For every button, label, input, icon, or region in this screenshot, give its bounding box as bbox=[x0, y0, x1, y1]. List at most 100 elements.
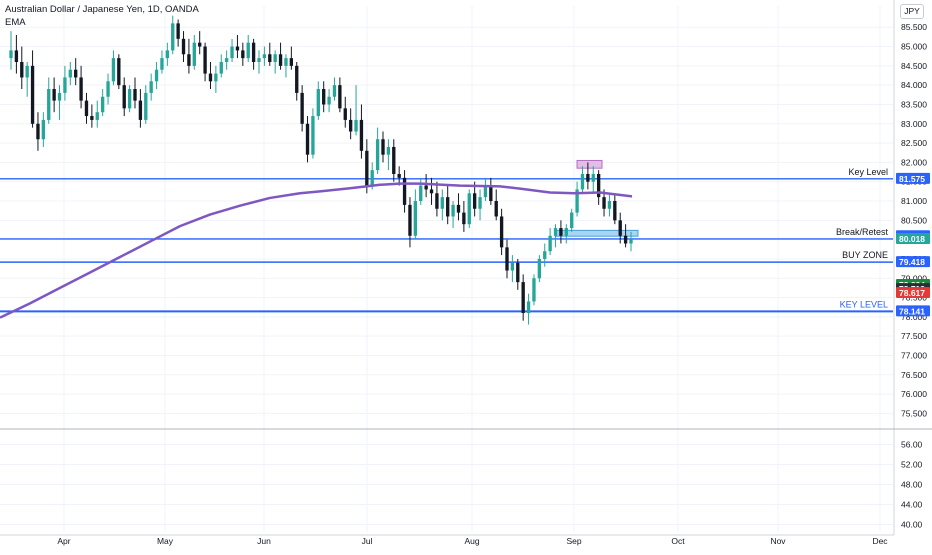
candle-body bbox=[451, 204, 455, 217]
candle-body bbox=[316, 89, 320, 117]
candle-body bbox=[456, 204, 461, 213]
candle-body bbox=[154, 69, 159, 82]
candle-body bbox=[311, 116, 315, 155]
candle-body bbox=[278, 54, 283, 66]
candle-body bbox=[246, 42, 250, 59]
lower-tick-label: 40.00 bbox=[901, 520, 923, 530]
candle-body bbox=[63, 77, 67, 93]
candle-body bbox=[386, 146, 391, 155]
candle-body bbox=[343, 108, 347, 120]
candle-body bbox=[20, 61, 24, 78]
candle-body bbox=[467, 193, 471, 225]
top-zone bbox=[576, 159, 603, 169]
candle-body bbox=[322, 89, 326, 105]
candle-body bbox=[171, 23, 175, 51]
candle-body bbox=[429, 189, 434, 194]
candle-body bbox=[332, 85, 337, 97]
price-tick-label: 80.500 bbox=[901, 215, 927, 225]
candle-body bbox=[30, 65, 35, 124]
candle-body bbox=[235, 46, 240, 51]
candle-body bbox=[440, 197, 444, 209]
candle-body bbox=[198, 42, 202, 47]
level-label: Break/Retest bbox=[836, 227, 889, 237]
time-tick-label: Apr bbox=[57, 536, 70, 546]
symbol-title: Australian Dollar / Japanese Yen, 1D, OA… bbox=[5, 4, 199, 15]
price-tag-label: 78.617 bbox=[899, 288, 925, 298]
candle-body bbox=[413, 201, 418, 236]
time-tick-label: May bbox=[157, 536, 174, 546]
candle-body bbox=[9, 50, 13, 59]
candle-body bbox=[483, 185, 488, 198]
candle-body bbox=[570, 212, 574, 229]
candle-body bbox=[548, 235, 552, 252]
candle-body bbox=[117, 58, 121, 86]
lower-tick-label: 44.00 bbox=[901, 500, 923, 510]
price-tick-label: 85.500 bbox=[901, 22, 927, 32]
candle-body bbox=[435, 193, 439, 209]
lower-tick-label: 48.00 bbox=[901, 480, 923, 490]
time-tick-label: Dec bbox=[872, 536, 888, 546]
horizontal-levels: Key Level Break/Retest BUY ZONE KEY LEVEL bbox=[0, 167, 893, 313]
candle-body bbox=[424, 185, 428, 190]
candle-body bbox=[472, 193, 477, 209]
price-tick-label: 75.500 bbox=[901, 408, 927, 418]
candle-body bbox=[219, 61, 223, 74]
candle-body bbox=[95, 112, 99, 120]
candle-body bbox=[203, 46, 207, 74]
candle-body bbox=[629, 239, 633, 244]
candle-body bbox=[273, 54, 277, 62]
time-tick-label: Jul bbox=[362, 536, 373, 546]
price-tag-bg bbox=[896, 256, 930, 268]
price-tick-label: 81.000 bbox=[901, 196, 927, 206]
candle-body bbox=[208, 73, 213, 82]
candle-body bbox=[149, 81, 153, 93]
candle-body bbox=[14, 50, 19, 62]
candle-body bbox=[241, 50, 245, 59]
candle-body bbox=[381, 139, 385, 155]
candle-body bbox=[181, 38, 186, 55]
candle-body bbox=[494, 201, 498, 217]
candle-body bbox=[510, 262, 515, 271]
candle-body bbox=[623, 235, 628, 244]
price-tick-label: 76.500 bbox=[901, 370, 927, 380]
price-tick-label: 77.500 bbox=[901, 331, 927, 341]
candles bbox=[9, 15, 633, 325]
candle-body bbox=[543, 251, 547, 259]
candle-body bbox=[100, 96, 105, 113]
price-tag-bg bbox=[896, 172, 930, 184]
price-tag: 79.418 bbox=[896, 256, 930, 268]
candle-body bbox=[133, 89, 137, 101]
lower-tick-label: 56.00 bbox=[901, 440, 923, 450]
candle-body bbox=[90, 116, 94, 120]
currency-button[interactable]: JPY bbox=[900, 4, 924, 19]
price-tick-label: 83.000 bbox=[901, 119, 927, 129]
candle-body bbox=[305, 123, 310, 155]
candle-body bbox=[122, 85, 126, 109]
candle-body bbox=[408, 204, 412, 236]
price-tick-label: 83.500 bbox=[901, 99, 927, 109]
price-tick-label: 84.000 bbox=[901, 80, 927, 90]
candle-body bbox=[596, 173, 601, 198]
candle-body bbox=[419, 185, 423, 202]
candle-body bbox=[251, 42, 256, 62]
candle-body bbox=[111, 58, 116, 82]
candle-body bbox=[257, 58, 261, 62]
candle-body bbox=[365, 150, 369, 186]
candle-body bbox=[327, 96, 331, 105]
candle-body bbox=[47, 89, 51, 120]
time-tick-label: Nov bbox=[770, 536, 786, 546]
candle-body bbox=[74, 69, 78, 78]
price-tick-label: 77.000 bbox=[901, 350, 927, 360]
indicator-label[interactable]: EMA bbox=[5, 17, 26, 28]
candle-body bbox=[462, 212, 466, 225]
price-tag-bg bbox=[896, 305, 930, 317]
price-tag-bg bbox=[896, 232, 930, 244]
price-tick-label: 76.000 bbox=[901, 389, 927, 399]
candle-body bbox=[446, 197, 450, 217]
candle-body bbox=[489, 185, 493, 202]
candle-body bbox=[564, 228, 568, 236]
candle-body bbox=[268, 54, 272, 62]
